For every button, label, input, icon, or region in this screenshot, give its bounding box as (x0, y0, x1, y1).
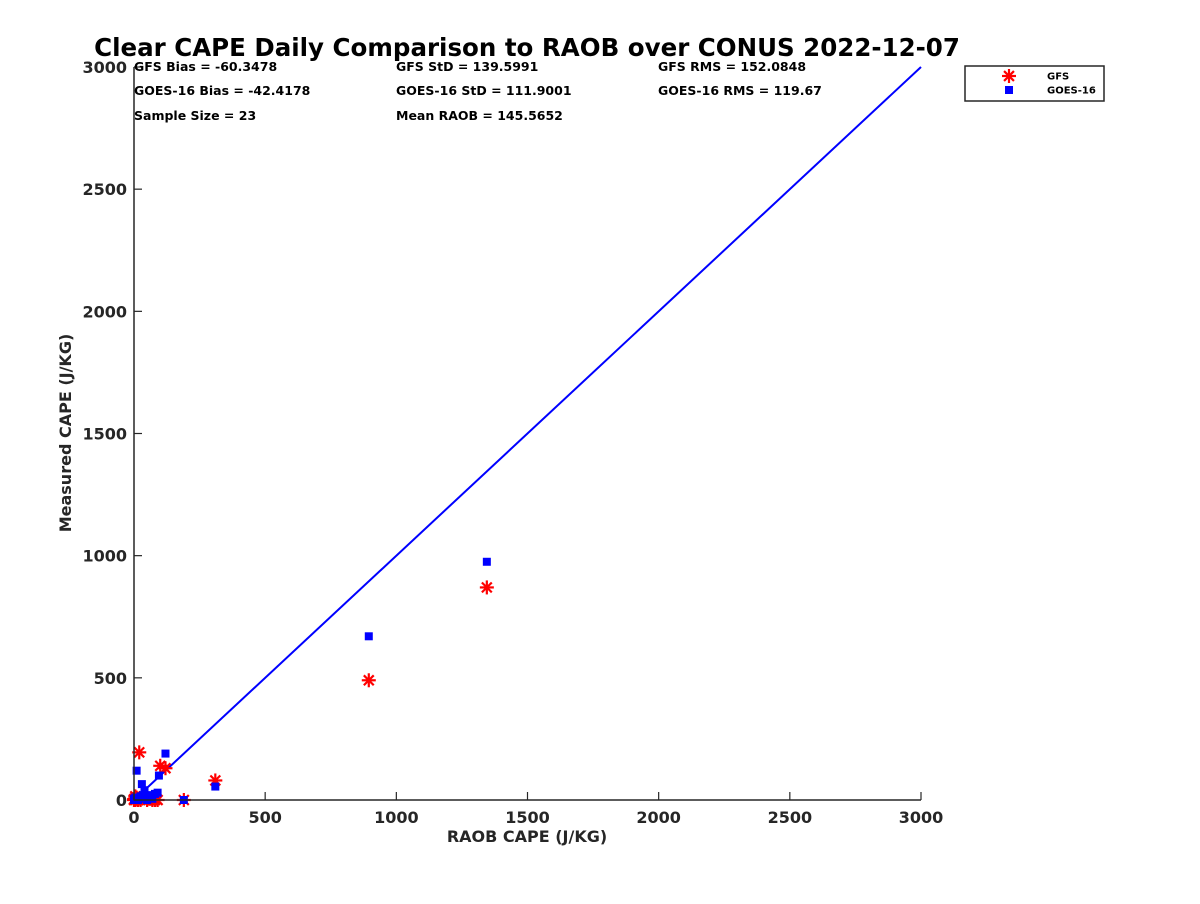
stats-annotations: GFS Bias = -60.3478 GFS StD = 139.5991 GFS… (134, 59, 822, 123)
data-point-goes-16-11 (161, 749, 170, 758)
y-axis-label: Measured CAPE (J/KG) (56, 334, 75, 533)
y-tick-label: 500 (94, 669, 127, 688)
legend-box (964, 65, 1105, 102)
y-tick-label: 3000 (82, 58, 127, 77)
y-tick-label: 2500 (82, 180, 127, 199)
stats-text: GOES-16 StD = 111.9001 (396, 83, 572, 98)
x-tick-label: 1000 (374, 808, 419, 827)
y-tick-label: 1000 (82, 547, 127, 566)
stats-text: GOES-16 Bias = -42.4178 (134, 83, 310, 98)
x-tick-label: 2500 (768, 808, 813, 827)
chart-title: Clear CAPE Daily Comparison to RAOB over… (94, 33, 960, 62)
stats-text: GFS Bias = -60.3478 (134, 59, 277, 74)
y-tick-label: 2000 (82, 302, 127, 321)
stats-text: Mean RAOB = 145.5652 (396, 108, 563, 123)
stats-text: GFS RMS = 152.0848 (658, 59, 806, 74)
data-point-gfs-12 (158, 761, 173, 776)
axes-layer: 0 500 1000 1500 2000 2500 3000 0 500 1000 1500 2000… (82, 58, 943, 827)
data-point-goes-16-10 (154, 771, 163, 780)
legend-marker-gfs (1002, 69, 1016, 83)
data-point-goes-16-19 (150, 789, 159, 798)
stats-text: GOES-16 RMS = 119.67 (658, 83, 822, 98)
y-tick-label: 0 (116, 791, 127, 810)
text-layer: Clear CAPE Daily Comparison to RAOB over… (56, 33, 960, 846)
x-tick-label: 1500 (505, 808, 550, 827)
x-tick-label: 500 (248, 808, 281, 827)
legend-marker-goes-16 (1005, 86, 1013, 94)
data-point-goes-16-15 (482, 557, 491, 566)
x-axis-label: RAOB CAPE (J/KG) (447, 827, 607, 846)
data-point-goes-16-6 (140, 786, 149, 795)
x-tick-label: 3000 (899, 808, 944, 827)
data-point-goes-16-5 (137, 780, 146, 789)
data-point-goes-16-22 (148, 794, 157, 803)
data-point-goes-16-14 (364, 632, 373, 641)
x-tick-label: 0 (128, 808, 139, 827)
one-to-one-line (133, 66, 922, 801)
data-point-goes-16-2 (132, 766, 141, 775)
stats-text: GFS StD = 139.5991 (396, 59, 538, 74)
stats-text: Sample Size = 23 (134, 108, 256, 123)
data-point-gfs-15 (361, 673, 376, 688)
legend-label: GFS (1047, 72, 1069, 83)
y-tick-label: 1500 (82, 425, 127, 444)
x-tick-label: 2000 (636, 808, 681, 827)
data-point-goes-16-21 (139, 791, 148, 800)
data-point-gfs-16 (479, 580, 494, 595)
legend: GFS GOES-16 (964, 65, 1105, 102)
legend-label: GOES-16 (1047, 86, 1096, 97)
data-point-goes-16-13 (211, 782, 220, 791)
